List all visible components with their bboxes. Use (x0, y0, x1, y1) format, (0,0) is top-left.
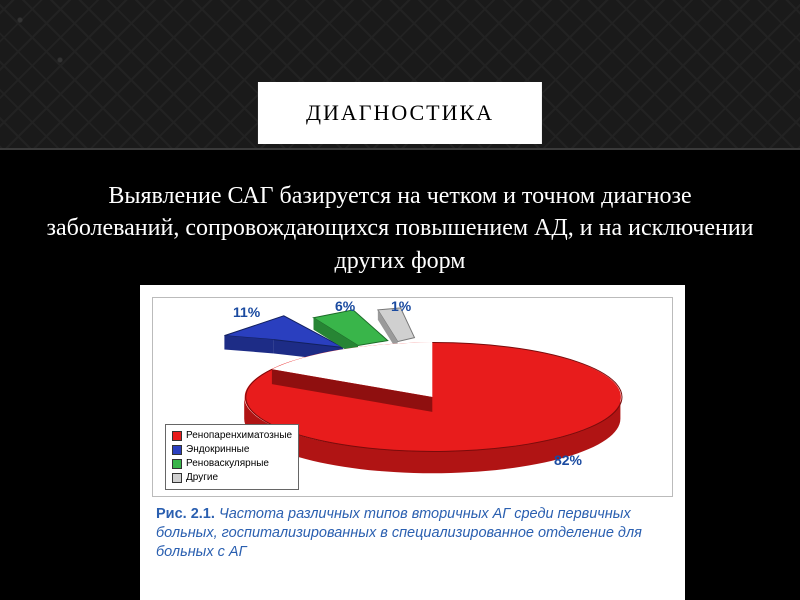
legend-label: Реноваскулярные (186, 457, 269, 471)
legend-swatch (172, 431, 182, 441)
pie-chart: 11% 6% 1% 82% Ренопаренхиматозные Эндокр… (152, 297, 673, 497)
legend-label: Ренопаренхиматозные (186, 429, 292, 443)
pct-label-11: 11% (233, 304, 260, 320)
pct-label-82: 82% (554, 452, 582, 468)
legend-swatch (172, 445, 182, 455)
legend-item: Ренопаренхиматозные (172, 429, 292, 443)
chart-legend: Ренопаренхиматозные Эндокринные Реноваск… (165, 424, 299, 490)
figure-caption-text: Частота различных типов вторичных АГ сре… (156, 506, 642, 560)
pct-label-1: 1% (391, 298, 411, 314)
slide-title: ДИАГНОСТИКА (306, 100, 494, 125)
figure-caption: Рис. 2.1. Частота различных типов вторич… (152, 497, 673, 562)
figure-container: 11% 6% 1% 82% Ренопаренхиматозные Эндокр… (140, 285, 685, 600)
legend-label: Другие (186, 471, 218, 485)
slide-title-box: ДИАГНОСТИКА (258, 82, 542, 144)
legend-item: Эндокринные (172, 443, 292, 457)
legend-swatch (172, 459, 182, 469)
pct-label-6: 6% (335, 298, 355, 314)
legend-item: Реноваскулярные (172, 457, 292, 471)
figure-number: Рис. 2.1. (156, 506, 215, 522)
legend-label: Эндокринные (186, 443, 249, 457)
legend-swatch (172, 473, 182, 483)
legend-item: Другие (172, 471, 292, 485)
slide-body-text: Выявление САГ базируется на четком и точ… (40, 180, 760, 277)
